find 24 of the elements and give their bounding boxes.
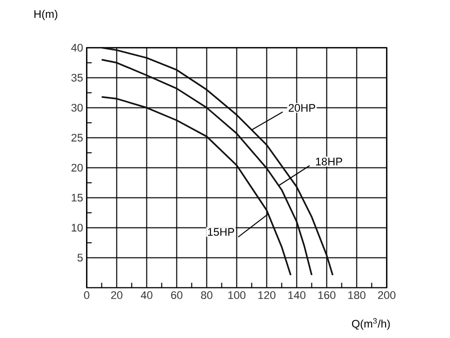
x-tick-label: 60 [171, 291, 182, 300]
y-tick-label: 10 [72, 224, 83, 232]
y-tick-label: 20 [71, 164, 83, 172]
y-axis-title: H(m) [34, 10, 58, 20]
x-tick-label: 200 [378, 291, 396, 300]
annotation: 18HP [316, 158, 342, 166]
x-tick-label: 20 [111, 291, 122, 300]
x-tick-label: 100 [228, 291, 246, 300]
y-tick-label: 5 [77, 254, 83, 262]
x-tick-label: 80 [201, 291, 212, 300]
y-tick-label: 35 [71, 74, 83, 82]
x-tick-label: 40 [140, 291, 152, 300]
x-tick-label: 160 [318, 291, 336, 300]
y-tick-label: 30 [71, 104, 83, 112]
annotation: 20HP [288, 104, 316, 112]
x-tick-label: 0 [84, 291, 90, 300]
x-tick-label: 140 [288, 291, 306, 300]
annotation: 15HP [208, 228, 234, 236]
x-axis-title: Q(m$^{3}$/h) [352, 318, 390, 330]
x-tick-label: 120 [258, 291, 276, 300]
x-tick-label: 180 [348, 291, 366, 300]
y-tick-label: 15 [72, 194, 83, 202]
y-tick-label: 25 [71, 134, 83, 142]
y-tick-label: 40 [71, 44, 83, 52]
